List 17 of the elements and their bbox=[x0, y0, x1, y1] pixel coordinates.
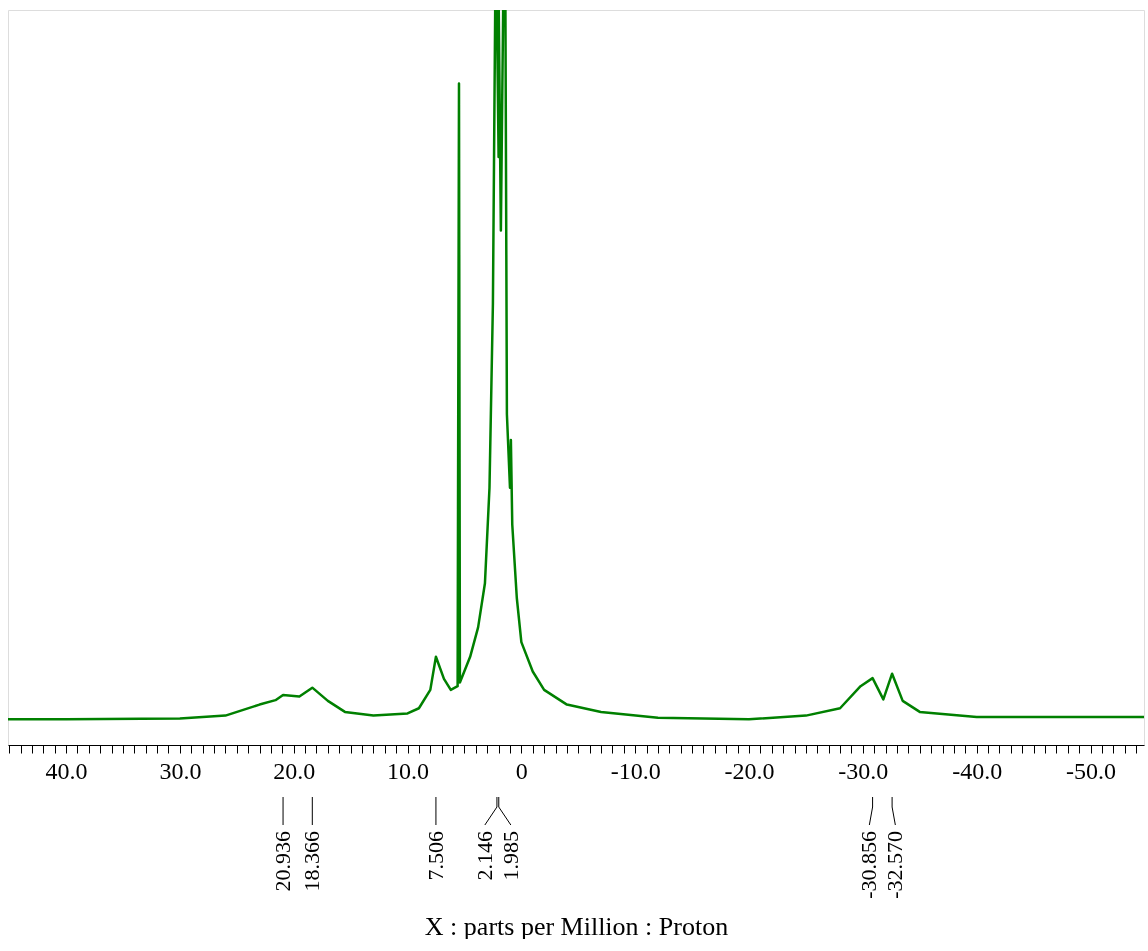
x-tick-label: -10.0 bbox=[610, 757, 661, 784]
x-tick-label: -20.0 bbox=[724, 757, 775, 784]
x-tick-label: 0 bbox=[515, 757, 528, 784]
x-tick-label: -50.0 bbox=[1066, 757, 1116, 784]
annotation: 7.506 bbox=[422, 831, 448, 881]
x-tick-label: 10.0 bbox=[387, 757, 430, 784]
annotation: 2.146 bbox=[471, 831, 497, 881]
annotation: -32.570 bbox=[882, 831, 908, 899]
x-tick-label: -40.0 bbox=[952, 757, 1003, 784]
x-tick-label: 20.0 bbox=[273, 757, 316, 784]
x-tick-label: 30.0 bbox=[159, 757, 202, 784]
annotation: -30.856 bbox=[856, 831, 882, 899]
annotation: 20.936 bbox=[270, 831, 296, 892]
annotation: 1.985 bbox=[497, 831, 523, 881]
x-tick-label: -30.0 bbox=[838, 757, 889, 784]
annotation: 18.366 bbox=[299, 831, 325, 892]
x-tick-label: 40.0 bbox=[45, 757, 88, 784]
